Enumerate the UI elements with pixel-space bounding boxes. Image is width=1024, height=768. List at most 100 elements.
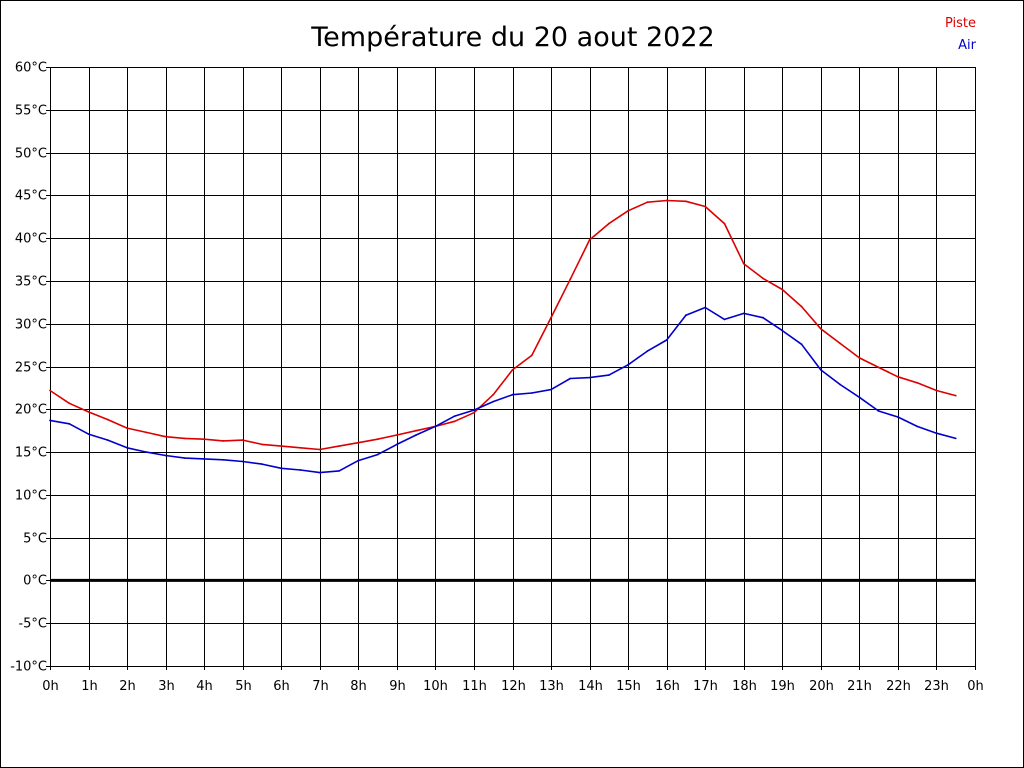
data-point-air [126, 446, 128, 449]
data-point-piste [762, 277, 764, 280]
legend-entry-piste: Piste [945, 16, 976, 31]
data-point-air [954, 437, 957, 440]
data-point-piste [935, 389, 938, 392]
data-point-piste [415, 429, 417, 432]
data-point-piste [396, 434, 398, 436]
data-point-air [935, 432, 938, 435]
data-point-piste [704, 205, 707, 208]
series-layer [49, 199, 957, 474]
y-tick-label: 20°C [15, 403, 47, 418]
data-point-piste [318, 448, 321, 451]
y-tick-label: 40°C [15, 232, 47, 247]
x-tick-label: 13h [539, 679, 564, 694]
data-point-piste [608, 222, 610, 225]
data-point-air [299, 469, 302, 471]
data-point-piste [473, 411, 475, 414]
data-point-air [511, 393, 514, 396]
data-point-air [357, 459, 360, 462]
data-point-air [261, 463, 263, 465]
data-point-air [877, 410, 880, 412]
data-point-piste [203, 438, 206, 441]
x-tick-label: 8h [350, 679, 367, 694]
x-tick-label: 20h [809, 679, 834, 694]
data-point-piste [280, 445, 283, 447]
x-tick-label: 22h [886, 679, 911, 694]
data-point-piste [646, 201, 649, 204]
x-tick-label: 3h [158, 679, 175, 694]
data-point-air [781, 329, 784, 332]
series-line-air [49, 306, 956, 474]
x-tick-label: 1h [81, 679, 98, 694]
data-point-piste [858, 357, 861, 359]
data-point-piste [299, 446, 302, 449]
data-point-piste [723, 222, 726, 225]
data-point-air [608, 374, 610, 376]
legend: Piste Air [945, 16, 977, 53]
x-tick-label: 0h [42, 679, 59, 694]
data-point-air [396, 443, 398, 446]
data-point-piste [665, 199, 668, 202]
data-point-air [819, 369, 822, 371]
data-point-piste [453, 420, 456, 423]
data-point-air [569, 377, 572, 380]
series-line-piste [49, 199, 956, 451]
data-point-air [858, 396, 861, 399]
data-point-piste [492, 393, 495, 396]
data-point-piste [87, 411, 90, 413]
data-point-piste [511, 369, 514, 371]
y-tick-label: 10°C [15, 489, 47, 504]
data-point-air [87, 433, 90, 435]
data-point-piste [781, 288, 784, 291]
data-point-piste [742, 262, 745, 265]
data-point-air [434, 425, 437, 428]
data-point-air [742, 312, 745, 315]
y-tick-label: 0°C [23, 574, 47, 589]
data-point-air [839, 383, 841, 386]
data-point-piste [222, 440, 225, 442]
x-tick-label: 6h [273, 679, 290, 694]
data-point-air [318, 471, 321, 474]
data-point-piste [106, 418, 109, 421]
x-tick-label: 14h [578, 679, 603, 694]
x-tick-label: 0h [967, 679, 984, 694]
x-tick-label: 4h [196, 679, 213, 694]
data-point-piste [839, 342, 841, 345]
data-point-piste [357, 441, 360, 444]
y-tick-label: 50°C [15, 147, 47, 162]
y-tick-label: 5°C [23, 532, 47, 547]
data-point-air [627, 363, 629, 366]
x-tick-label: 11h [462, 679, 487, 694]
data-point-piste [877, 366, 880, 369]
data-point-air [550, 388, 552, 391]
legend-entry-air: Air [958, 38, 977, 53]
data-point-piste [145, 431, 148, 434]
x-tick-label: 19h [770, 679, 795, 694]
data-point-piste [685, 200, 687, 203]
y-tick-label: -5°C [18, 617, 47, 632]
data-point-air [704, 306, 707, 309]
x-tick-label: 17h [693, 679, 718, 694]
data-point-air [415, 434, 417, 436]
data-point-piste [588, 239, 591, 241]
x-tick-label: 18h [732, 679, 757, 694]
y-tick-label: 15°C [15, 446, 47, 461]
data-point-air [530, 392, 533, 394]
data-point-air [723, 318, 726, 321]
data-point-air [49, 419, 51, 422]
data-point-air [184, 457, 186, 459]
data-point-piste [916, 381, 919, 384]
x-tick-label: 21h [847, 679, 872, 694]
data-point-piste [627, 209, 629, 212]
data-point-air [897, 416, 899, 418]
data-point-air [241, 460, 244, 463]
data-point-piste [338, 445, 340, 447]
data-point-air [492, 400, 495, 403]
data-point-piste [68, 402, 71, 405]
x-tick-label: 16h [655, 679, 680, 694]
data-point-piste [184, 437, 186, 440]
grid [50, 67, 976, 667]
data-point-piste [819, 327, 822, 330]
data-point-air [916, 425, 919, 428]
data-point-piste [550, 316, 552, 319]
